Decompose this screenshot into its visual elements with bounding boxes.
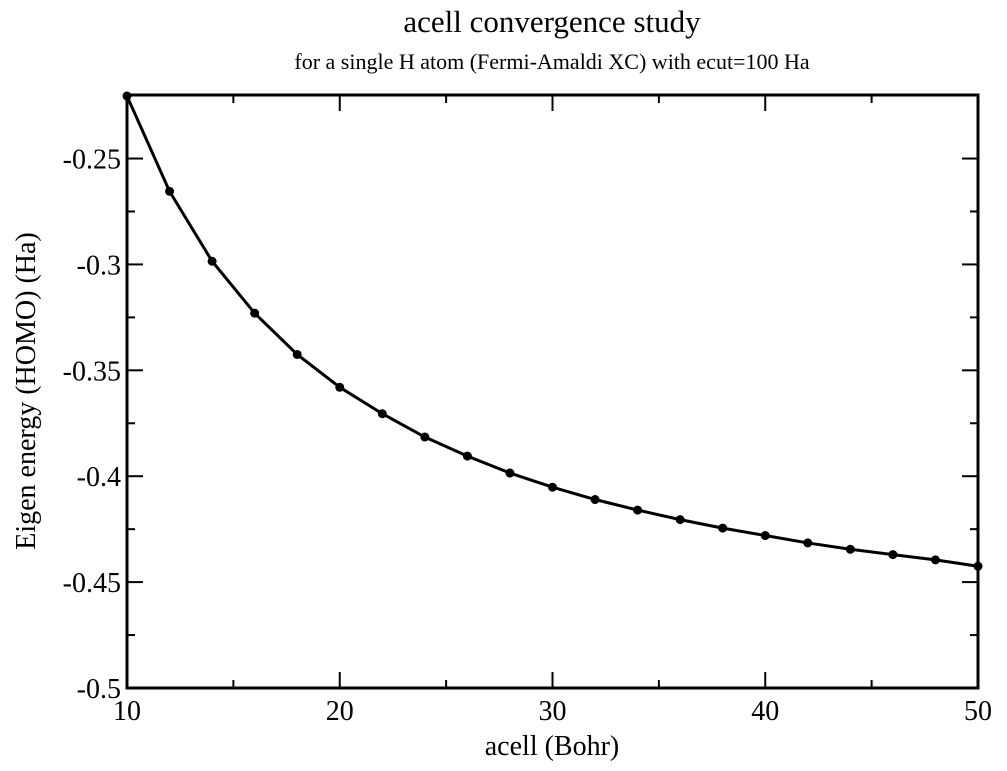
y-tick-label: -0.25 xyxy=(63,145,121,176)
data-point xyxy=(335,382,345,392)
data-point xyxy=(377,409,387,419)
data-point xyxy=(207,256,217,266)
x-tick-label: 40 xyxy=(751,696,779,727)
data-point xyxy=(122,91,132,101)
y-tick-label: -0.4 xyxy=(77,462,121,493)
data-point xyxy=(250,308,260,318)
y-tick-label: -0.3 xyxy=(77,250,121,281)
data-point xyxy=(930,555,940,565)
y-tick-label: -0.35 xyxy=(63,356,121,387)
data-point xyxy=(803,538,813,548)
data-point xyxy=(760,531,770,541)
data-point xyxy=(675,515,685,525)
data-point xyxy=(505,468,515,478)
data-point xyxy=(548,482,557,492)
data-point xyxy=(590,495,600,505)
data-point xyxy=(165,186,175,196)
data-point xyxy=(845,544,855,554)
plot-frame xyxy=(125,93,980,690)
data-point xyxy=(888,550,898,560)
x-tick-label: 30 xyxy=(539,696,567,727)
y-tick-label: -0.5 xyxy=(77,674,121,705)
x-axis-label: acell (Bohr) xyxy=(485,731,620,762)
data-point xyxy=(633,505,643,515)
data-point xyxy=(973,561,983,571)
series-layer xyxy=(122,91,983,571)
y-axis-label: Eigen energy (HOMO) (Ha) xyxy=(11,232,42,550)
axis-ticks: 10 20 30 40 50 -0.5 -0.45 -0.4 -0.35 -0.3 -0.25 xyxy=(63,95,992,727)
data-point xyxy=(462,451,472,461)
data-point xyxy=(718,523,728,533)
x-tick-label: 50 xyxy=(964,696,992,727)
chart-title: acell convergence study xyxy=(403,4,701,39)
series-line xyxy=(125,95,979,568)
x-tick-label: 10 xyxy=(113,696,141,727)
data-point xyxy=(292,349,302,359)
x-tick-label: 20 xyxy=(326,696,354,727)
data-point xyxy=(420,432,430,442)
chart-subtitle: for a single H atom (Fermi-Amaldi XC) wi… xyxy=(294,49,809,74)
y-tick-label: -0.45 xyxy=(63,568,121,599)
